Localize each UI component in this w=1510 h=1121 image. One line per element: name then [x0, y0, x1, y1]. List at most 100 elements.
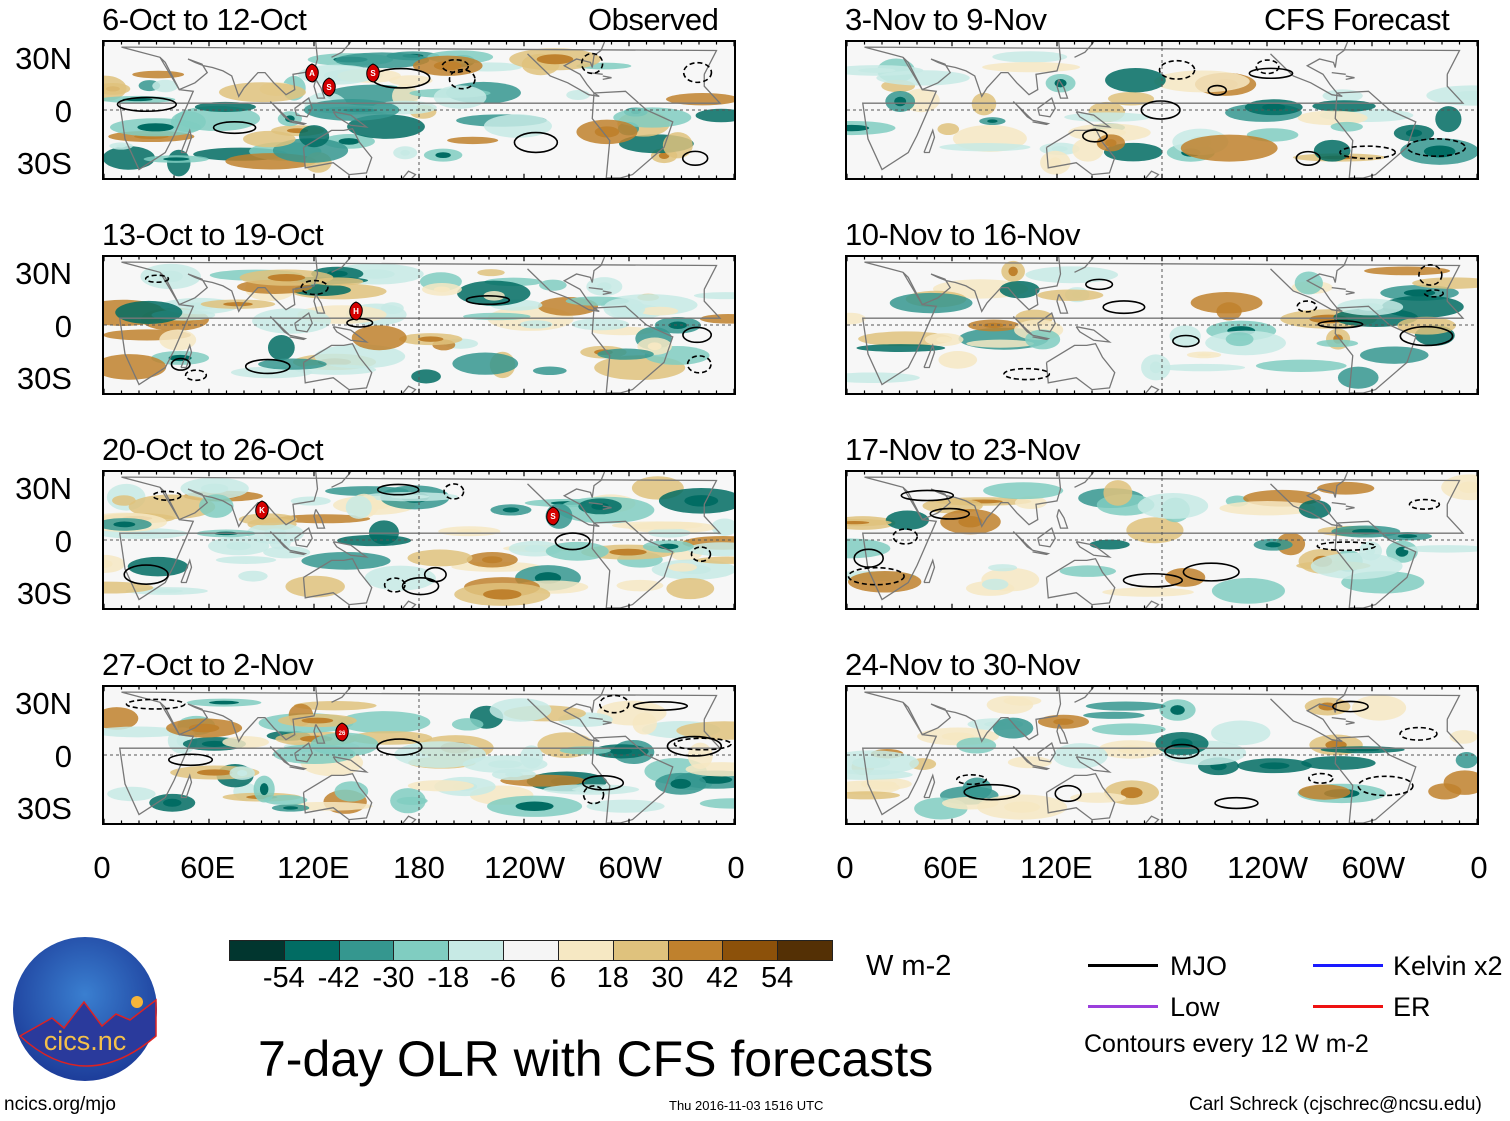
olr-anomaly-region: [1301, 756, 1376, 770]
olr-anomaly-core: [1053, 718, 1074, 725]
olr-anomaly-region: [258, 358, 327, 370]
olr-anomaly-region: [1103, 480, 1133, 506]
olr-anomaly-core: [283, 806, 299, 810]
olr-anomaly-region: [463, 312, 531, 321]
lon-tick-label: 0: [93, 850, 111, 885]
olr-anomaly-region: [1085, 701, 1166, 711]
olr-anomaly-core: [1149, 361, 1162, 374]
olr-anomaly-region: [104, 554, 126, 573]
mjo-contour: [1340, 146, 1395, 158]
mjo-contour: [684, 63, 712, 83]
footer-url[interactable]: ncics.org/mjo: [4, 1094, 116, 1115]
olr-anomaly-region: [639, 306, 679, 316]
olr-anomaly-region: [298, 125, 330, 148]
olr-anomaly-core: [536, 54, 574, 65]
mjo-contour: [1124, 574, 1183, 587]
colorbar-label: -6: [490, 962, 516, 994]
olr-anomaly-region: [962, 777, 992, 800]
olr-anomaly-region: [1351, 695, 1407, 721]
lon-tick-label: 0: [727, 850, 745, 885]
olr-anomaly-core: [433, 61, 462, 71]
olr-anomaly-core: [1197, 353, 1211, 357]
olr-anomaly-region: [695, 556, 734, 564]
mjo-contour: [1409, 500, 1439, 510]
olr-anomaly-region: [1211, 577, 1286, 604]
mjo-contour: [377, 739, 422, 755]
olr-anomaly-region: [238, 513, 298, 526]
olr-anomaly-region: [613, 107, 692, 128]
olr-anomaly-region: [351, 325, 407, 351]
coastline: [1013, 102, 1032, 121]
panel-title: 27-Oct to 2-Nov: [102, 647, 314, 682]
coastline: [1346, 291, 1355, 294]
olr-anomaly-region: [1294, 271, 1323, 295]
olr-anomaly-region: [937, 123, 960, 136]
lat-tick-label: 30N: [15, 256, 72, 291]
olr-anomaly-region: [1072, 138, 1104, 162]
tropical-cyclone-icon: S: [321, 77, 337, 97]
mjo-contour: [466, 296, 509, 304]
olr-anomaly-region: [112, 495, 136, 506]
coastline: [314, 294, 325, 313]
mjo-contour: [1086, 279, 1113, 289]
legend-label-er: ER: [1393, 992, 1431, 1022]
coastline: [290, 765, 306, 769]
olr-anomaly-region: [1164, 567, 1206, 587]
legend-line-kelvin: [1313, 964, 1383, 967]
mjo-contour: [964, 785, 1019, 800]
olr-anomaly-region: [1403, 545, 1477, 553]
mjo-contour: [444, 484, 464, 499]
olr-anomaly-region: [982, 62, 1081, 73]
tropical-cyclone-icon: H: [348, 301, 364, 321]
mjo-contour: [848, 568, 904, 585]
coastline: [1038, 528, 1056, 547]
olr-anomaly-core: [488, 760, 523, 769]
olr-anomaly-core: [456, 529, 482, 534]
legend-line-er: [1313, 1005, 1383, 1008]
olr-anomaly-region: [539, 279, 567, 291]
olr-anomaly-region: [194, 101, 256, 113]
olr-anomaly-core: [390, 494, 430, 499]
olr-anomaly-core: [433, 286, 450, 293]
olr-anomaly-region: [222, 736, 270, 749]
olr-anomaly-core: [858, 68, 896, 73]
olr-anomaly-core: [209, 700, 239, 705]
olr-anomaly-region: [1298, 784, 1351, 800]
olr-anomaly-region: [956, 737, 997, 754]
olr-anomaly-region: [452, 352, 519, 375]
olr-anomaly-region: [267, 335, 295, 361]
olr-anomaly-region: [999, 281, 1040, 299]
olr-anomaly-region: [856, 344, 946, 352]
olr-anomaly-core: [615, 303, 633, 314]
lon-tick-label: 180: [393, 850, 445, 885]
olr-anomaly-region: [847, 120, 896, 136]
olr-anomaly-region: [876, 70, 970, 86]
olr-anomaly-region: [107, 786, 156, 802]
olr-anomaly-region: [263, 794, 308, 806]
mjo-contour: [1317, 542, 1375, 550]
olr-anomaly-region: [966, 339, 1034, 348]
lat-tick-label: 0: [54, 524, 72, 559]
olr-anomaly-core: [1365, 546, 1376, 556]
olr-anomaly-region: [938, 351, 978, 369]
olr-anomaly-region: [1317, 481, 1375, 495]
mjo-contour: [1400, 728, 1437, 740]
colorbar-swatch: [612, 940, 669, 961]
coastline: [395, 386, 416, 393]
coastline: [181, 775, 192, 797]
map-panel: [102, 255, 736, 395]
olr-anomaly-region: [1216, 302, 1242, 321]
mjo-contour: [1173, 335, 1199, 346]
olr-anomaly-region: [447, 136, 499, 145]
coastline: [528, 472, 605, 526]
olr-anomaly-core: [301, 717, 334, 724]
mjo-contour: [584, 786, 604, 804]
olr-anomaly-region: [668, 562, 697, 572]
mjo-contour: [186, 370, 207, 380]
olr-anomaly-core: [515, 801, 554, 812]
olr-anomaly-region: [676, 721, 734, 740]
mjo-contour: [449, 70, 475, 89]
lon-tick-label: 60E: [923, 850, 979, 885]
colorbar-swatch: [777, 940, 833, 961]
coastline: [1346, 506, 1355, 509]
